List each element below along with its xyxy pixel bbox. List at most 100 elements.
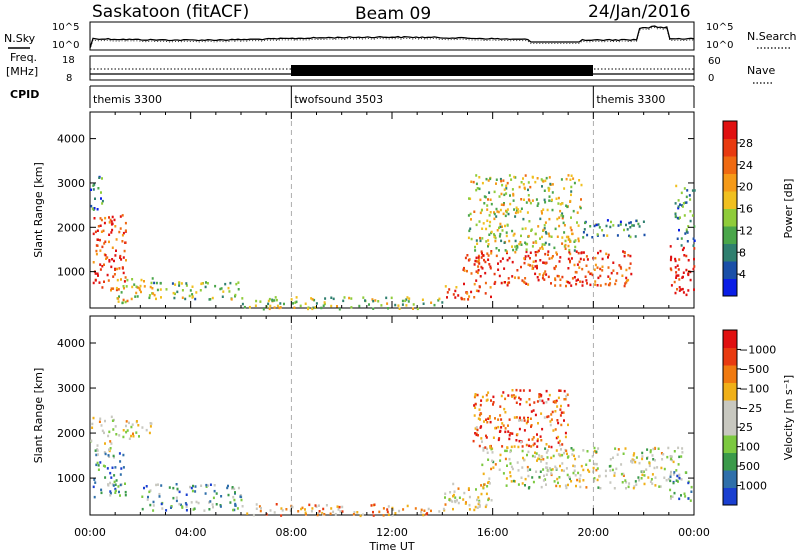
- noise-right-tick-top: 10^5: [706, 22, 733, 33]
- data-cell: [206, 484, 209, 487]
- data-cell: [468, 229, 471, 233]
- data-cell: [588, 470, 591, 473]
- data-cell: [596, 266, 599, 269]
- data-cell: [549, 423, 552, 427]
- data-cell: [545, 451, 548, 454]
- data-cell: [474, 402, 477, 406]
- data-cell: [120, 291, 123, 294]
- data-cell: [685, 230, 688, 233]
- data-cell: [607, 256, 609, 259]
- data-cell: [486, 398, 489, 402]
- data-cell: [526, 465, 529, 469]
- data-cell: [533, 401, 536, 404]
- data-cell: [604, 474, 607, 478]
- data-cell: [97, 274, 99, 277]
- data-cell: [146, 498, 149, 501]
- data-cell: [143, 280, 145, 283]
- data-cell: [123, 280, 126, 283]
- data-cell: [99, 263, 102, 266]
- data-cell: [606, 219, 609, 222]
- data-cell: [124, 490, 127, 494]
- data-cell: [543, 227, 546, 230]
- data-cell: [191, 293, 194, 296]
- data-cell: [474, 406, 477, 409]
- data-cell: [673, 280, 676, 284]
- data-cell: [646, 448, 649, 451]
- data-cell: [517, 276, 520, 280]
- data-cell: [279, 302, 282, 305]
- data-cell: [304, 508, 306, 511]
- colorbar-swatch: [723, 226, 737, 244]
- data-cell: [573, 465, 576, 468]
- data-cell: [564, 239, 567, 243]
- data-cell: [473, 414, 476, 417]
- data-cell: [558, 439, 561, 443]
- data-cell: [125, 424, 127, 428]
- data-cell: [184, 502, 187, 505]
- data-cell: [526, 453, 528, 457]
- data-cell: [547, 250, 550, 253]
- data-cell: [679, 216, 681, 219]
- data-cell: [490, 202, 493, 206]
- data-cell: [536, 204, 539, 207]
- data-cell: [425, 513, 428, 516]
- data-cell: [570, 193, 572, 197]
- data-cell: [208, 508, 211, 511]
- data-cell: [537, 422, 539, 425]
- data-cell: [514, 276, 516, 279]
- data-cell: [523, 257, 526, 260]
- data-cell: [119, 215, 122, 218]
- data-cell: [124, 300, 127, 304]
- data-cell: [489, 445, 492, 448]
- data-cell: [577, 224, 580, 227]
- data-cell: [412, 307, 414, 310]
- data-cell: [490, 467, 493, 471]
- data-cell: [227, 493, 230, 497]
- data-cell: [504, 281, 506, 284]
- data-cell: [457, 487, 460, 490]
- data-cell: [336, 505, 339, 508]
- data-cell: [683, 492, 686, 495]
- data-cell: [148, 296, 151, 300]
- data-cell: [625, 281, 628, 284]
- data-cell: [478, 408, 481, 411]
- data-cell: [677, 268, 680, 271]
- data-cell: [490, 447, 493, 451]
- data-cell: [612, 261, 615, 264]
- data-cell: [323, 302, 326, 306]
- data-cell: [554, 278, 557, 282]
- data-cell: [678, 228, 680, 232]
- data-cell: [599, 249, 602, 253]
- data-cell: [506, 258, 509, 262]
- y-tick-label: 4000: [57, 133, 85, 146]
- data-cell: [567, 238, 570, 241]
- colorbar-tick-label: 28: [739, 137, 753, 150]
- data-cell: [624, 282, 627, 285]
- data-cell: [529, 201, 532, 205]
- data-cell: [387, 513, 390, 516]
- data-cell: [596, 284, 599, 287]
- data-cell: [632, 486, 635, 490]
- colorbar-label: Velocity [m s⁻¹]: [782, 375, 795, 460]
- data-cell: [509, 462, 512, 465]
- data-cell: [195, 500, 198, 504]
- data-cell: [98, 281, 101, 284]
- data-cell: [501, 225, 503, 228]
- data-cell: [596, 478, 599, 482]
- data-cell: [113, 456, 115, 459]
- data-cell: [634, 480, 637, 483]
- data-cell: [330, 304, 333, 308]
- data-cell: [682, 291, 685, 294]
- data-cell: [500, 179, 503, 183]
- data-cell: [551, 208, 554, 212]
- data-cell: [108, 216, 110, 219]
- data-cell: [486, 447, 488, 451]
- data-cell: [569, 178, 572, 181]
- data-cell: [641, 470, 644, 473]
- data-cell: [91, 207, 94, 210]
- data-cell: [371, 298, 374, 301]
- data-cell: [487, 498, 490, 502]
- data-cell: [567, 257, 570, 261]
- data-cell: [640, 477, 643, 480]
- data-cell: [110, 265, 113, 269]
